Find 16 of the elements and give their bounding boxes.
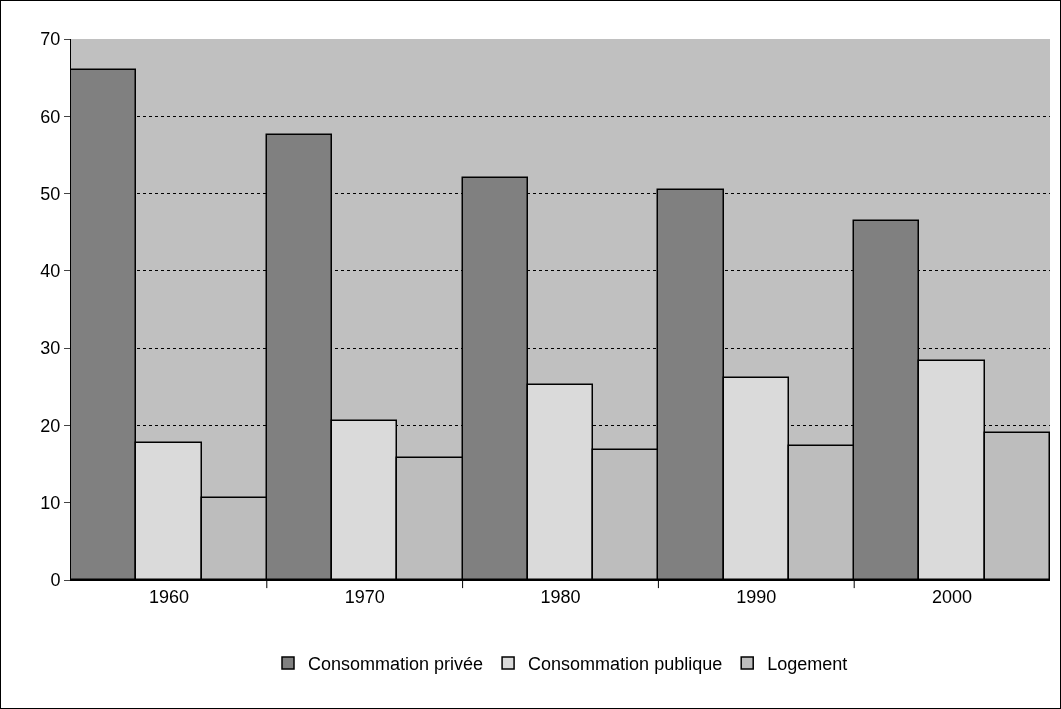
y-tick-label: 10: [40, 493, 61, 514]
x-tick-label: 1980: [540, 586, 581, 607]
y-tick-label: 60: [40, 106, 61, 127]
y-tick-label: 70: [40, 29, 61, 50]
x-tick-label: 1960: [148, 586, 189, 607]
legend-label: Consommation publique: [528, 654, 723, 675]
x-tick-label: 1970: [344, 586, 385, 607]
x-tick-label: 1990: [736, 586, 777, 607]
y-tick-label: 20: [40, 415, 61, 436]
legend-label: Logement: [767, 654, 848, 675]
legend-label: Consommation privée: [308, 654, 484, 675]
y-tick-label: 40: [40, 261, 61, 282]
y-tick-label: 50: [40, 183, 61, 204]
y-tick-label: 0: [50, 570, 61, 591]
y-tick-label: 30: [40, 338, 61, 359]
x-tick-label: 2000: [932, 586, 973, 607]
